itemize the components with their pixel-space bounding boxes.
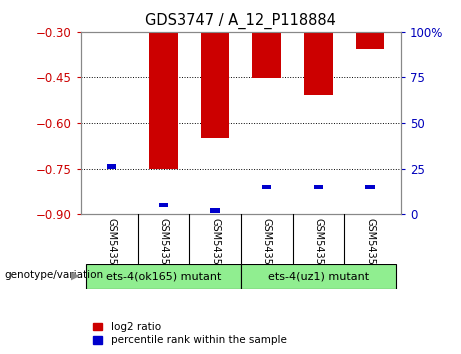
Text: GSM543593: GSM543593 xyxy=(313,218,323,277)
Bar xyxy=(97,32,126,33)
Bar xyxy=(253,32,281,78)
Text: ets-4(uz1) mutant: ets-4(uz1) mutant xyxy=(268,271,369,281)
Text: ▶: ▶ xyxy=(71,270,79,280)
Text: GSM543595: GSM543595 xyxy=(365,218,375,278)
Bar xyxy=(107,165,116,169)
Legend: log2 ratio, percentile rank within the sample: log2 ratio, percentile rank within the s… xyxy=(93,322,286,345)
Text: GSM543594: GSM543594 xyxy=(210,218,220,277)
Text: ets-4(ok165) mutant: ets-4(ok165) mutant xyxy=(106,271,221,281)
Bar xyxy=(210,208,220,213)
Bar xyxy=(159,203,168,207)
Bar xyxy=(314,184,323,189)
Bar xyxy=(86,264,241,289)
Bar xyxy=(149,32,177,169)
Title: GDS3747 / A_12_P118884: GDS3747 / A_12_P118884 xyxy=(145,13,337,29)
Text: GSM543590: GSM543590 xyxy=(106,218,117,277)
Bar xyxy=(241,264,396,289)
Bar xyxy=(356,32,384,50)
Bar xyxy=(262,184,272,189)
Bar xyxy=(366,184,375,189)
Text: GSM543591: GSM543591 xyxy=(262,218,272,277)
Bar xyxy=(304,32,332,95)
Bar xyxy=(201,32,229,138)
Text: GSM543592: GSM543592 xyxy=(159,218,168,278)
Text: genotype/variation: genotype/variation xyxy=(5,270,104,280)
